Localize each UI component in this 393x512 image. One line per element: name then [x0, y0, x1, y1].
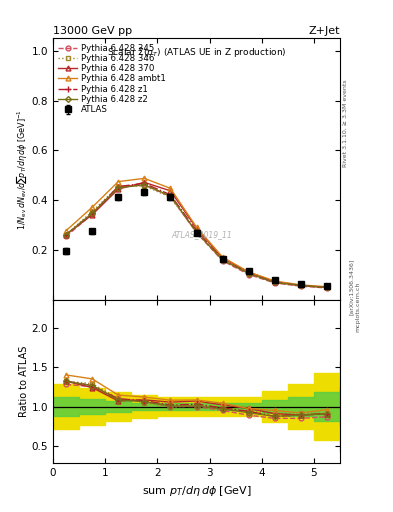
Legend: Pythia 6.428 345, Pythia 6.428 346, Pythia 6.428 370, Pythia 6.428 ambt1, Pythia: Pythia 6.428 345, Pythia 6.428 346, Pyth…: [55, 40, 169, 118]
Pythia 6.428 z2: [272, 280, 277, 286]
Pythia 6.428 z2: [194, 229, 199, 235]
Pythia 6.428 370: [298, 283, 303, 289]
Pythia 6.428 345: [142, 182, 147, 188]
Y-axis label: Ratio to ATLAS: Ratio to ATLAS: [19, 346, 29, 417]
Text: [arXiv:1306.3436]: [arXiv:1306.3436]: [349, 259, 354, 315]
Pythia 6.428 z2: [116, 185, 121, 191]
Pythia 6.428 345: [220, 258, 225, 264]
Pythia 6.428 z1: [325, 284, 329, 290]
Line: Pythia 6.428 370: Pythia 6.428 370: [64, 180, 329, 290]
Pythia 6.428 ambt1: [220, 254, 225, 260]
Pythia 6.428 346: [325, 284, 329, 290]
Pythia 6.428 z2: [142, 182, 147, 188]
Text: ATLAS_2019_11: ATLAS_2019_11: [172, 230, 233, 239]
Pythia 6.428 z1: [142, 180, 147, 186]
Pythia 6.428 370: [90, 211, 95, 218]
Line: Pythia 6.428 ambt1: Pythia 6.428 ambt1: [64, 176, 329, 289]
Pythia 6.428 z2: [298, 283, 303, 289]
Text: Rivet 3.1.10, ≥ 3.3M events: Rivet 3.1.10, ≥ 3.3M events: [343, 79, 348, 167]
Text: mcplots.cern.ch: mcplots.cern.ch: [355, 282, 360, 332]
Pythia 6.428 z2: [246, 270, 251, 276]
Pythia 6.428 370: [325, 284, 329, 290]
Pythia 6.428 z2: [90, 210, 95, 216]
Pythia 6.428 370: [168, 188, 173, 194]
Pythia 6.428 346: [116, 183, 121, 189]
Pythia 6.428 z1: [168, 191, 173, 198]
Pythia 6.428 z1: [246, 270, 251, 276]
Text: Z+Jet: Z+Jet: [309, 26, 340, 36]
Pythia 6.428 346: [90, 208, 95, 215]
Pythia 6.428 346: [168, 194, 173, 200]
Pythia 6.428 345: [194, 229, 199, 236]
Line: Pythia 6.428 z2: Pythia 6.428 z2: [64, 183, 329, 290]
Pythia 6.428 370: [272, 279, 277, 285]
Pythia 6.428 z1: [298, 283, 303, 289]
Pythia 6.428 z1: [116, 183, 121, 189]
Pythia 6.428 ambt1: [246, 269, 251, 275]
Text: Scalar $\Sigma(p_T)$ (ATLAS UE in Z production): Scalar $\Sigma(p_T)$ (ATLAS UE in Z prod…: [107, 46, 286, 59]
Pythia 6.428 370: [64, 231, 68, 238]
Pythia 6.428 345: [298, 283, 303, 289]
Pythia 6.428 346: [272, 279, 277, 285]
Pythia 6.428 ambt1: [116, 179, 121, 185]
Pythia 6.428 370: [194, 225, 199, 231]
Pythia 6.428 z1: [194, 228, 199, 234]
Pythia 6.428 z2: [64, 231, 68, 238]
Pythia 6.428 345: [272, 280, 277, 286]
Pythia 6.428 z1: [90, 210, 95, 216]
Pythia 6.428 370: [246, 269, 251, 275]
Pythia 6.428 346: [220, 257, 225, 263]
Pythia 6.428 346: [246, 270, 251, 276]
Pythia 6.428 370: [142, 179, 147, 185]
Pythia 6.428 370: [220, 255, 225, 261]
Line: Pythia 6.428 z1: Pythia 6.428 z1: [63, 180, 330, 291]
Pythia 6.428 ambt1: [325, 284, 329, 290]
Pythia 6.428 345: [90, 211, 95, 217]
Pythia 6.428 370: [116, 186, 121, 192]
Pythia 6.428 ambt1: [64, 228, 68, 234]
Pythia 6.428 345: [325, 285, 329, 291]
Pythia 6.428 345: [116, 183, 121, 189]
Pythia 6.428 z2: [325, 284, 329, 290]
Pythia 6.428 ambt1: [194, 224, 199, 230]
Pythia 6.428 z1: [272, 280, 277, 286]
Pythia 6.428 345: [168, 194, 173, 200]
Pythia 6.428 ambt1: [90, 204, 95, 210]
Line: Pythia 6.428 346: Pythia 6.428 346: [64, 183, 329, 290]
Pythia 6.428 345: [246, 271, 251, 278]
Y-axis label: $1/N_\mathrm{ev}\,dN_\mathrm{ev}/d\!\sum\! p_T/d\eta\,d\phi\;[\mathrm{GeV}]^{-1}: $1/N_\mathrm{ev}\,dN_\mathrm{ev}/d\!\sum…: [15, 109, 29, 230]
Pythia 6.428 ambt1: [168, 185, 173, 191]
X-axis label: sum $p_T/d\eta\,d\phi$ [GeV]: sum $p_T/d\eta\,d\phi$ [GeV]: [141, 484, 252, 498]
Pythia 6.428 z1: [220, 257, 225, 263]
Pythia 6.428 346: [194, 229, 199, 235]
Pythia 6.428 z2: [220, 257, 225, 263]
Pythia 6.428 ambt1: [272, 278, 277, 284]
Pythia 6.428 z1: [64, 231, 68, 238]
Line: Pythia 6.428 345: Pythia 6.428 345: [64, 182, 329, 290]
Pythia 6.428 346: [298, 282, 303, 288]
Pythia 6.428 345: [64, 233, 68, 240]
Pythia 6.428 ambt1: [142, 175, 147, 181]
Text: 13000 GeV pp: 13000 GeV pp: [53, 26, 132, 36]
Pythia 6.428 346: [142, 183, 147, 189]
Pythia 6.428 z2: [168, 193, 173, 199]
Pythia 6.428 346: [64, 231, 68, 238]
Pythia 6.428 ambt1: [298, 282, 303, 288]
